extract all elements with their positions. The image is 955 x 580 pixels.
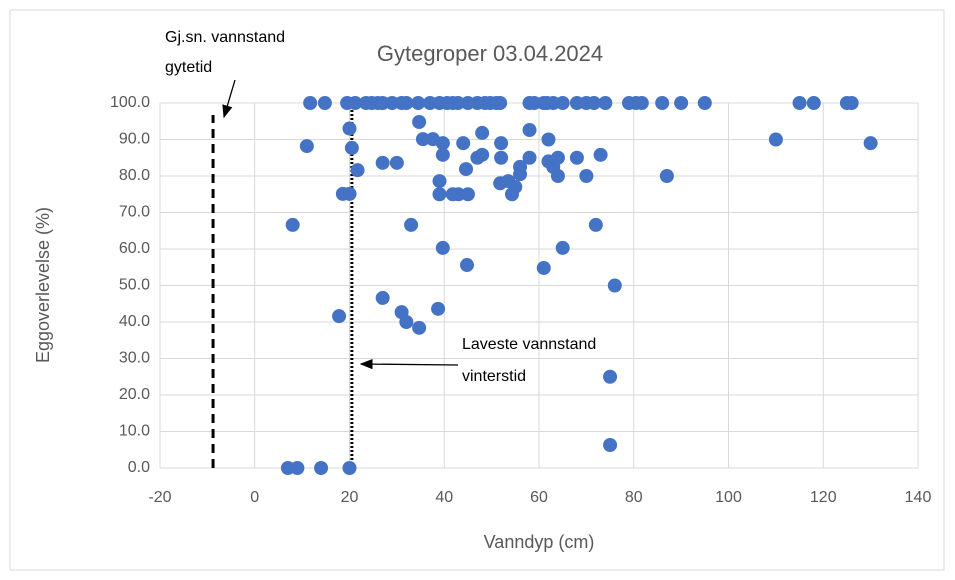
point xyxy=(299,139,314,154)
y-tick-label: 100.0 xyxy=(110,94,150,111)
point xyxy=(303,96,318,110)
chart-frame xyxy=(9,9,945,571)
point xyxy=(806,96,821,110)
point xyxy=(607,278,622,293)
point xyxy=(350,163,365,178)
point xyxy=(863,136,878,151)
point xyxy=(659,169,674,183)
point xyxy=(586,96,601,110)
y-tick-label: 20.0 xyxy=(119,386,150,403)
point xyxy=(588,217,603,232)
point xyxy=(314,461,329,475)
point xyxy=(634,96,649,110)
point xyxy=(844,96,859,110)
point xyxy=(459,162,474,177)
point xyxy=(522,150,537,165)
x-axis-label: Vanndyp (cm) xyxy=(484,532,595,552)
point xyxy=(404,217,419,232)
point xyxy=(411,96,426,110)
point xyxy=(475,147,490,162)
point xyxy=(290,461,305,475)
point xyxy=(593,147,608,162)
point xyxy=(399,96,414,110)
x-tick-label: 60 xyxy=(530,489,548,506)
annotation: vinterstid xyxy=(462,368,526,385)
x-tick-label: 20 xyxy=(341,489,359,506)
annotation: Gj.sn. vannstand xyxy=(165,29,285,46)
point xyxy=(375,290,390,305)
point xyxy=(475,125,490,140)
x-tick-label: 40 xyxy=(435,489,453,506)
point xyxy=(342,121,357,136)
point xyxy=(344,140,359,155)
point xyxy=(432,174,447,189)
point xyxy=(435,147,450,162)
point xyxy=(522,123,537,138)
y-tick-label: 0.0 xyxy=(128,459,150,476)
point xyxy=(697,96,712,110)
x-tick-label: 140 xyxy=(905,489,932,506)
y-tick-label: 60.0 xyxy=(119,240,150,257)
point xyxy=(493,96,508,110)
point xyxy=(317,96,332,110)
point xyxy=(389,155,404,170)
annotation-arrow xyxy=(222,79,236,119)
y-tick-label: 80.0 xyxy=(119,167,150,184)
x-tick-label: 80 xyxy=(625,489,643,506)
point xyxy=(555,240,570,255)
point xyxy=(342,461,357,475)
point xyxy=(550,150,565,165)
point xyxy=(603,438,618,453)
x-tick-label: 0 xyxy=(250,489,259,506)
annotation: gytetid xyxy=(165,59,212,76)
point xyxy=(579,169,594,183)
chart-title: Gytegroper 03.04.2024 xyxy=(377,41,603,66)
point xyxy=(768,132,783,147)
y-tick-label: 10.0 xyxy=(119,423,150,440)
point xyxy=(375,155,390,170)
x-tick-label: 120 xyxy=(810,489,837,506)
y-tick-label: 90.0 xyxy=(119,131,150,148)
point xyxy=(415,132,430,147)
y-tick-label: 30.0 xyxy=(119,350,150,367)
point xyxy=(459,258,474,273)
point xyxy=(555,96,570,110)
point xyxy=(792,96,807,110)
y-tick-label: 70.0 xyxy=(119,204,150,221)
point xyxy=(435,240,450,255)
point xyxy=(603,369,618,384)
point xyxy=(655,96,670,110)
point xyxy=(432,187,447,202)
point xyxy=(494,150,509,165)
y-tick-label: 40.0 xyxy=(119,313,150,330)
point xyxy=(412,114,427,129)
y-tick-label: 50.0 xyxy=(119,277,150,294)
point xyxy=(450,96,465,110)
y-axis-label: Eggoverlevelse (%) xyxy=(33,207,53,363)
point xyxy=(348,96,363,110)
point xyxy=(513,159,528,174)
point xyxy=(412,320,427,335)
point xyxy=(399,315,414,329)
annotation-arrow xyxy=(359,358,459,370)
point xyxy=(460,187,475,202)
point xyxy=(508,179,523,194)
x-tick-label: -20 xyxy=(148,489,171,506)
annotation: Laveste vannstand xyxy=(462,336,596,353)
point xyxy=(541,132,556,147)
point xyxy=(550,169,565,183)
point xyxy=(456,136,471,151)
point xyxy=(431,301,446,316)
point xyxy=(569,150,584,165)
x-tick-label: 100 xyxy=(715,489,742,506)
point xyxy=(332,309,347,324)
point xyxy=(494,136,509,151)
point xyxy=(598,96,613,110)
point xyxy=(342,186,357,201)
point xyxy=(536,260,551,275)
point xyxy=(674,96,689,110)
point xyxy=(285,217,300,232)
point xyxy=(435,136,450,151)
